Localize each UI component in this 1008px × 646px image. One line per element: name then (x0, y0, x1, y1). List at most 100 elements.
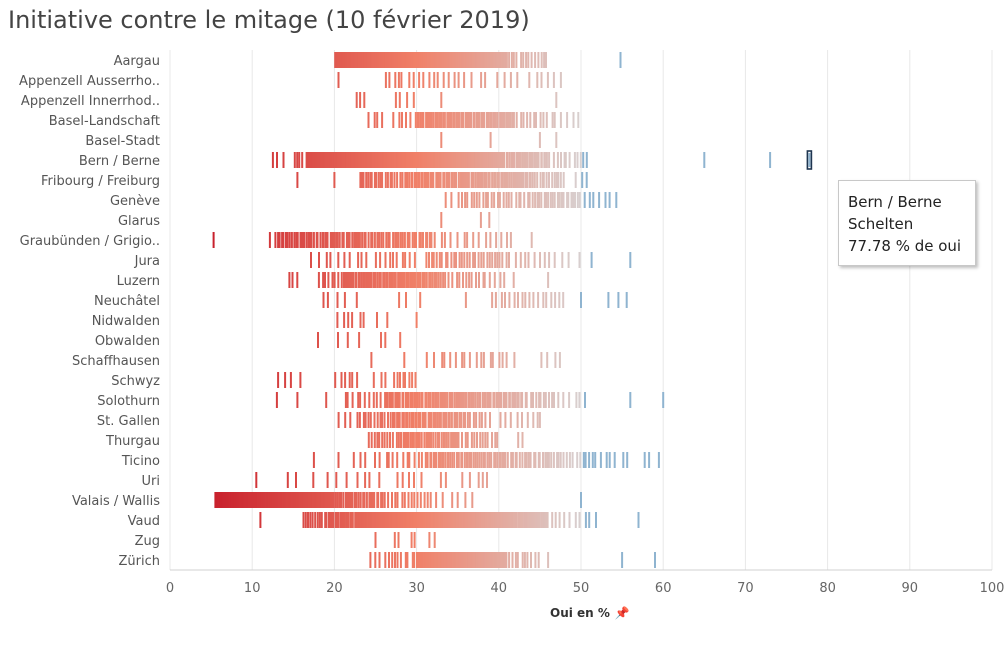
commune-mark[interactable] (357, 512, 359, 528)
commune-mark[interactable] (478, 192, 481, 208)
commune-mark[interactable] (444, 392, 447, 408)
commune-mark[interactable] (496, 252, 499, 268)
commune-mark[interactable] (538, 452, 541, 468)
commune-mark[interactable] (367, 172, 370, 188)
commune-mark[interactable] (486, 472, 488, 488)
commune-mark[interactable] (521, 412, 523, 428)
commune-mark[interactable] (310, 232, 313, 248)
commune-mark[interactable] (299, 232, 302, 248)
commune-mark[interactable] (413, 552, 415, 568)
commune-mark[interactable] (527, 252, 530, 268)
commune-mark[interactable] (268, 232, 271, 248)
commune-mark[interactable] (455, 252, 457, 268)
commune-mark[interactable] (532, 512, 535, 528)
commune-mark[interactable] (468, 252, 471, 268)
commune-mark[interactable] (508, 552, 511, 568)
commune-mark[interactable] (396, 552, 399, 568)
commune-mark[interactable] (525, 512, 528, 528)
commune-mark[interactable] (387, 412, 389, 428)
commune-mark[interactable] (388, 232, 391, 248)
commune-mark[interactable] (277, 232, 280, 248)
commune-mark[interactable] (637, 512, 640, 528)
commune-mark[interactable] (477, 472, 480, 488)
commune-mark[interactable] (477, 232, 480, 248)
commune-mark[interactable] (470, 112, 473, 128)
commune-mark[interactable] (528, 292, 531, 308)
commune-mark[interactable] (340, 492, 343, 508)
commune-mark[interactable] (429, 112, 432, 128)
commune-mark[interactable] (503, 552, 506, 568)
commune-mark[interactable] (551, 392, 554, 408)
commune-mark[interactable] (395, 232, 398, 248)
commune-mark[interactable] (554, 292, 557, 308)
commune-mark[interactable] (551, 172, 554, 188)
commune-mark[interactable] (423, 552, 425, 568)
commune-mark[interactable] (329, 512, 332, 528)
commune-mark[interactable] (477, 112, 480, 128)
commune-mark[interactable] (358, 232, 361, 248)
commune-mark[interactable] (465, 52, 468, 68)
commune-mark[interactable] (212, 232, 215, 248)
commune-mark[interactable] (588, 192, 591, 208)
commune-mark[interactable] (563, 152, 566, 168)
commune-mark[interactable] (498, 392, 501, 408)
commune-mark[interactable] (356, 52, 359, 68)
commune-mark[interactable] (414, 512, 417, 528)
commune-mark[interactable] (543, 192, 546, 208)
commune-mark[interactable] (536, 412, 539, 428)
commune-mark[interactable] (435, 252, 438, 268)
commune-mark[interactable] (418, 392, 421, 408)
commune-mark[interactable] (553, 112, 556, 128)
commune-mark[interactable] (468, 352, 471, 368)
commune-mark[interactable] (472, 452, 475, 468)
commune-mark[interactable] (456, 452, 458, 468)
commune-mark[interactable] (418, 272, 420, 288)
commune-mark[interactable] (545, 512, 547, 528)
commune-mark[interactable] (466, 252, 469, 268)
commune-mark[interactable] (568, 392, 571, 408)
commune-mark[interactable] (533, 152, 536, 168)
commune-mark[interactable] (332, 152, 334, 168)
commune-mark[interactable] (273, 492, 276, 508)
commune-mark[interactable] (519, 152, 522, 168)
commune-mark[interactable] (359, 92, 362, 108)
commune-mark[interactable] (474, 172, 477, 188)
commune-mark[interactable] (413, 392, 416, 408)
commune-mark[interactable] (413, 472, 415, 488)
commune-mark[interactable] (542, 392, 545, 408)
commune-mark[interactable] (397, 72, 400, 88)
commune-mark[interactable] (419, 412, 422, 428)
commune-mark[interactable] (320, 152, 323, 168)
commune-mark[interactable] (406, 452, 409, 468)
commune-mark[interactable] (491, 252, 494, 268)
commune-mark[interactable] (578, 192, 581, 208)
commune-mark[interactable] (340, 152, 343, 168)
commune-mark[interactable] (513, 352, 516, 368)
commune-mark[interactable] (498, 52, 501, 68)
commune-mark[interactable] (508, 152, 511, 168)
commune-mark[interactable] (411, 392, 414, 408)
commune-mark[interactable] (379, 412, 382, 428)
commune-mark[interactable] (567, 192, 570, 208)
commune-mark[interactable] (335, 472, 338, 488)
commune-mark[interactable] (425, 392, 428, 408)
commune-mark[interactable] (534, 452, 537, 468)
commune-mark[interactable] (413, 492, 416, 508)
commune-mark[interactable] (555, 92, 558, 108)
commune-mark[interactable] (449, 112, 452, 128)
commune-mark[interactable] (396, 172, 399, 188)
commune-mark[interactable] (493, 272, 496, 288)
commune-mark[interactable] (524, 252, 527, 268)
commune-mark[interactable] (320, 512, 323, 528)
commune-mark[interactable] (521, 552, 524, 568)
commune-mark[interactable] (466, 552, 469, 568)
commune-mark[interactable] (424, 452, 427, 468)
commune-mark[interactable] (412, 412, 415, 428)
commune-mark[interactable] (573, 152, 576, 168)
commune-mark[interactable] (503, 512, 506, 528)
commune-mark[interactable] (432, 432, 435, 448)
commune-mark[interactable] (380, 52, 383, 68)
commune-mark[interactable] (424, 172, 426, 188)
commune-mark[interactable] (482, 252, 485, 268)
commune-mark[interactable] (351, 392, 354, 408)
